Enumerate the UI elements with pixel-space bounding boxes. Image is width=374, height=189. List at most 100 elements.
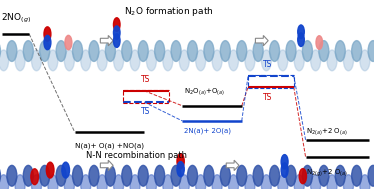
Circle shape	[187, 41, 197, 61]
Circle shape	[171, 165, 181, 186]
FancyArrow shape	[255, 36, 268, 46]
Circle shape	[368, 41, 374, 61]
Circle shape	[270, 41, 280, 61]
Circle shape	[335, 41, 345, 61]
Circle shape	[303, 165, 312, 186]
Circle shape	[15, 50, 25, 71]
Circle shape	[177, 154, 184, 169]
Circle shape	[204, 41, 214, 61]
Circle shape	[48, 175, 58, 189]
Circle shape	[253, 41, 263, 61]
Circle shape	[15, 175, 25, 189]
Circle shape	[0, 50, 9, 71]
Circle shape	[310, 50, 321, 71]
Circle shape	[64, 175, 74, 189]
Circle shape	[177, 162, 184, 177]
Circle shape	[163, 50, 173, 71]
Circle shape	[154, 165, 165, 186]
Text: 2N(a)+ 2O(a): 2N(a)+ 2O(a)	[184, 128, 231, 134]
Circle shape	[44, 35, 51, 50]
Text: N$_2$O formation path: N$_2$O formation path	[124, 5, 214, 18]
FancyArrow shape	[100, 160, 113, 170]
Circle shape	[270, 165, 280, 186]
Circle shape	[212, 50, 222, 71]
Circle shape	[196, 175, 206, 189]
Circle shape	[171, 41, 181, 61]
Circle shape	[196, 50, 206, 71]
Circle shape	[89, 165, 99, 186]
Circle shape	[253, 165, 263, 186]
Circle shape	[81, 50, 91, 71]
Circle shape	[31, 175, 42, 189]
Circle shape	[360, 50, 370, 71]
Circle shape	[7, 165, 17, 186]
Circle shape	[368, 165, 374, 186]
Circle shape	[146, 50, 156, 71]
Text: N(a)+ O(a) +NO(a): N(a)+ O(a) +NO(a)	[75, 143, 144, 149]
Circle shape	[281, 163, 288, 177]
Circle shape	[327, 50, 337, 71]
Text: N$_2$O$_{(a)}$+O$_{(a)}$: N$_2$O$_{(a)}$+O$_{(a)}$	[184, 87, 225, 97]
Circle shape	[327, 175, 337, 189]
Circle shape	[319, 165, 329, 186]
Circle shape	[56, 165, 66, 186]
Circle shape	[105, 41, 116, 61]
Circle shape	[299, 169, 307, 184]
Text: N-N recombination path: N-N recombination path	[86, 151, 187, 160]
Circle shape	[294, 50, 304, 71]
Circle shape	[245, 50, 255, 71]
Circle shape	[316, 36, 322, 49]
Circle shape	[113, 26, 120, 40]
Circle shape	[113, 34, 120, 47]
Circle shape	[298, 33, 304, 46]
Circle shape	[105, 165, 116, 186]
Circle shape	[163, 175, 173, 189]
Circle shape	[310, 175, 321, 189]
Circle shape	[130, 175, 140, 189]
Circle shape	[122, 165, 132, 186]
Text: TS: TS	[141, 75, 151, 84]
Circle shape	[31, 50, 42, 71]
Circle shape	[187, 165, 197, 186]
Circle shape	[286, 41, 296, 61]
Circle shape	[7, 41, 17, 61]
Text: 2NO$_{(g)}$: 2NO$_{(g)}$	[1, 12, 31, 25]
Circle shape	[97, 50, 107, 71]
Circle shape	[237, 41, 247, 61]
Circle shape	[278, 175, 288, 189]
Circle shape	[81, 175, 91, 189]
Circle shape	[294, 175, 304, 189]
Circle shape	[303, 41, 312, 61]
Text: TS: TS	[141, 107, 151, 116]
Bar	[248, 75, 294, 88]
FancyArrow shape	[226, 160, 239, 170]
Circle shape	[281, 155, 288, 169]
Circle shape	[73, 41, 83, 61]
Circle shape	[360, 175, 370, 189]
Circle shape	[204, 165, 214, 186]
Circle shape	[0, 175, 9, 189]
Circle shape	[154, 41, 165, 61]
Circle shape	[245, 175, 255, 189]
Circle shape	[23, 165, 33, 186]
Circle shape	[179, 50, 189, 71]
Circle shape	[73, 165, 83, 186]
Circle shape	[48, 50, 58, 71]
Circle shape	[31, 169, 39, 185]
FancyArrow shape	[100, 36, 113, 46]
Circle shape	[46, 162, 54, 178]
Text: N$_{2(g)}$+2 O$_{(a)}$: N$_{2(g)}$+2 O$_{(a)}$	[307, 167, 349, 178]
Text: TS: TS	[263, 60, 272, 69]
Bar	[123, 90, 169, 103]
Circle shape	[261, 50, 272, 71]
Circle shape	[40, 41, 50, 61]
Circle shape	[278, 50, 288, 71]
Circle shape	[138, 41, 148, 61]
Circle shape	[237, 165, 247, 186]
Circle shape	[352, 41, 362, 61]
Circle shape	[298, 25, 304, 39]
Circle shape	[40, 165, 50, 186]
Circle shape	[335, 165, 345, 186]
Circle shape	[343, 175, 353, 189]
Circle shape	[179, 175, 189, 189]
